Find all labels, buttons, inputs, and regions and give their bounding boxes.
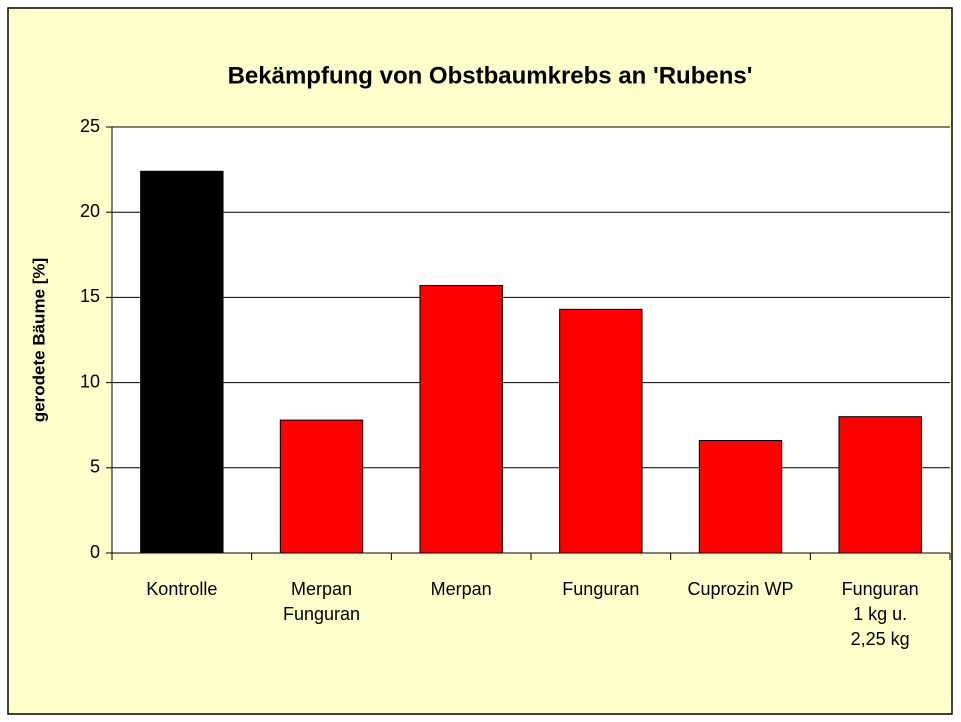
x-tick-label: Funguran: [562, 579, 639, 599]
y-tick-label: 25: [80, 116, 100, 136]
x-tick-label: Funguran 1 kg u. 2,25 kg: [842, 579, 919, 649]
y-tick-label: 5: [90, 457, 100, 477]
y-tick-label: 0: [90, 542, 100, 562]
x-tick-label-line: Funguran: [562, 579, 639, 599]
y-tick-label: 20: [80, 201, 100, 221]
plot-area: [112, 127, 950, 553]
x-tick-label-line: Merpan: [431, 579, 492, 599]
y-axis-label: gerodete Bäume [%]: [29, 258, 48, 422]
x-tick-label: Merpan: [431, 579, 492, 599]
bar: [838, 416, 922, 554]
bar: [419, 284, 503, 554]
y-tick-label: 15: [80, 286, 100, 306]
bar: [559, 308, 643, 554]
x-tick-label-line: Cuprozin WP: [687, 579, 793, 599]
x-tick-label-line: Funguran: [842, 579, 919, 599]
x-tick-label-line: Kontrolle: [146, 579, 217, 599]
x-tick-label: Cuprozin WP: [687, 579, 793, 599]
x-tick-label: Merpan Funguran: [283, 579, 360, 624]
x-tick-label-line: 2,25 kg: [851, 629, 910, 649]
y-tick-label: 10: [80, 371, 100, 391]
x-tick-label-line: Merpan: [291, 579, 352, 599]
bar: [140, 170, 224, 554]
x-tick-label: Kontrolle: [146, 579, 217, 599]
bar: [279, 419, 364, 554]
x-tick-label-line: Funguran: [283, 604, 360, 624]
bar: [698, 440, 783, 554]
chart-title: Bekämpfung von Obstbaumkrebs an 'Rubens': [228, 62, 753, 89]
x-tick-label-line: 1 kg u.: [853, 604, 907, 624]
